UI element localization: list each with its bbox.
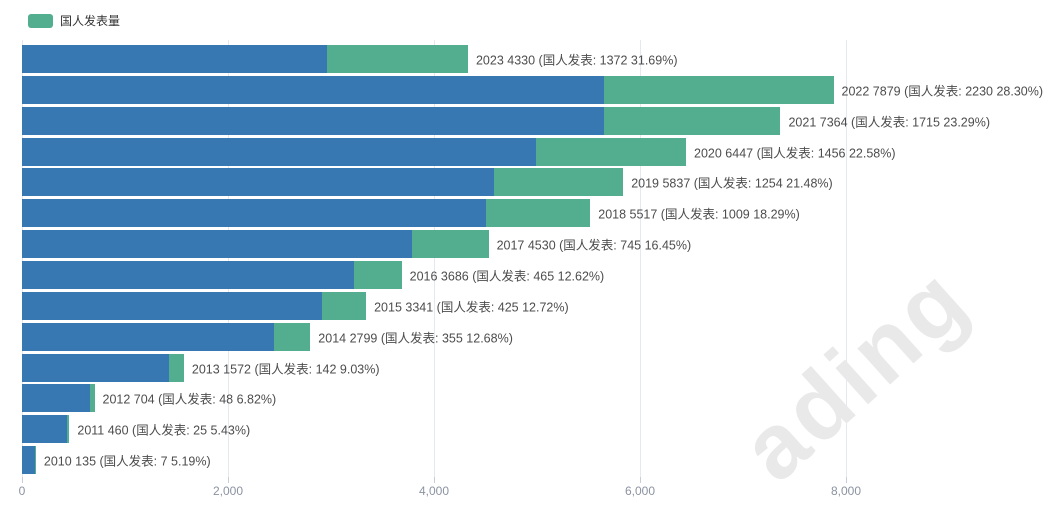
bar-segment-domestic[interactable]	[411, 230, 489, 259]
x-gridline	[22, 40, 23, 477]
bar-row: 2015 3341 (国人发表: 425 12.72%)	[22, 291, 1057, 320]
x-axis-tick	[640, 477, 641, 483]
x-axis-tick-label: 8,000	[830, 484, 862, 498]
bar-row: 2018 5517 (国人发表: 1009 18.29%)	[22, 199, 1057, 228]
bar-segment-domestic[interactable]	[603, 106, 781, 135]
bar-row: 2013 1572 (国人发表: 142 9.03%)	[22, 353, 1057, 382]
bar-segment-total[interactable]	[22, 106, 604, 135]
x-gridline	[640, 40, 641, 477]
bar-segment-total[interactable]	[22, 446, 36, 475]
bar-segment-total[interactable]	[22, 384, 90, 413]
bar-label: 2015 3341 (国人发表: 425 12.72%)	[374, 300, 569, 315]
x-gridline	[228, 40, 229, 477]
bar-row: 2017 4530 (国人发表: 745 16.45%)	[22, 230, 1057, 259]
x-axis-tick	[22, 477, 23, 483]
bar-segment-domestic[interactable]	[536, 137, 687, 166]
bar-segment-total[interactable]	[22, 322, 274, 351]
bar-segment-total[interactable]	[22, 75, 604, 104]
legend-swatch-icon	[28, 13, 53, 28]
x-axis-tick	[228, 477, 229, 483]
bar-row: 2021 7364 (国人发表: 1715 23.29%)	[22, 106, 1057, 135]
bar-row: 2011 460 (国人发表: 25 5.43%)	[22, 415, 1057, 444]
bar-segment-domestic[interactable]	[353, 261, 402, 290]
bar-segment-total[interactable]	[22, 261, 354, 290]
bar-segment-total[interactable]	[22, 45, 327, 73]
bar-segment-domestic[interactable]	[326, 45, 468, 73]
x-axis-tick-label: 4,000	[418, 484, 450, 498]
bar-row: 2022 7879 (国人发表: 2230 28.30%)	[22, 75, 1057, 104]
bar-label: 2021 7364 (国人发表: 1715 23.29%)	[788, 115, 990, 130]
x-axis-tick-label: 6,000	[624, 484, 656, 498]
bar-segment-domestic[interactable]	[66, 415, 70, 444]
legend-label: 国人发表量	[60, 14, 121, 28]
bar-label: 2014 2799 (国人发表: 355 12.68%)	[318, 331, 513, 346]
bar-segment-domestic[interactable]	[89, 384, 95, 413]
bar-label: 2011 460 (国人发表: 25 5.43%)	[77, 423, 251, 438]
bar-segment-domestic[interactable]	[603, 75, 834, 104]
bar-segment-total[interactable]	[22, 168, 495, 197]
bar-segment-total[interactable]	[22, 415, 67, 444]
bar-row: 2010 135 (国人发表: 7 5.19%)	[22, 446, 1057, 475]
bar-label: 2017 4530 (国人发表: 745 16.45%)	[496, 238, 692, 253]
x-axis-tick-label: 2,000	[212, 484, 244, 498]
bar-segment-total[interactable]	[22, 291, 323, 320]
bar-label: 2023 4330 (国人发表: 1372 31.69%)	[475, 53, 678, 68]
bar-segment-total[interactable]	[22, 230, 412, 259]
bar-label: 2022 7879 (国人发表: 2230 28.30%)	[841, 84, 1044, 99]
bar-row: 2020 6447 (国人发表: 1456 22.58%)	[22, 137, 1057, 166]
bar-row: 2016 3686 (国人发表: 465 12.62%)	[22, 261, 1057, 290]
bar-segment-total[interactable]	[22, 199, 487, 228]
bar-row: 2012 704 (国人发表: 48 6.82%)	[22, 384, 1057, 413]
x-axis-tick	[434, 477, 435, 483]
bar-label: 2016 3686 (国人发表: 465 12.62%)	[409, 269, 605, 284]
bar-row: 2014 2799 (国人发表: 355 12.68%)	[22, 322, 1057, 351]
bar-segment-domestic[interactable]	[322, 291, 367, 320]
bar-label: 2013 1572 (国人发表: 142 9.03%)	[191, 362, 380, 377]
bar-segment-domestic[interactable]	[273, 322, 311, 351]
x-axis-tick	[846, 477, 847, 483]
bar-row: 2019 5837 (国人发表: 1254 21.48%)	[22, 168, 1057, 197]
x-gridline	[846, 40, 847, 477]
bar-label: 2020 6447 (国人发表: 1456 22.58%)	[694, 146, 896, 161]
bar-segment-domestic[interactable]	[35, 446, 36, 475]
bar-segment-domestic[interactable]	[494, 168, 624, 197]
bar-label: 2019 5837 (国人发表: 1254 21.48%)	[631, 176, 833, 191]
bar-label: 2012 704 (国人发表: 48 6.82%)	[102, 392, 277, 407]
bar-segment-domestic[interactable]	[486, 199, 591, 228]
bar-segment-total[interactable]	[22, 353, 170, 382]
bar-label: 2018 5517 (国人发表: 1009 18.29%)	[598, 207, 800, 222]
legend-item-domestic[interactable]: 国人发表量	[28, 12, 120, 29]
bar-label: 2010 135 (国人发表: 7 5.19%)	[43, 454, 211, 469]
bar-row: 2023 4330 (国人发表: 1372 31.69%)	[22, 45, 1057, 73]
x-gridline	[434, 40, 435, 477]
bar-segment-domestic[interactable]	[169, 353, 184, 382]
x-axis-tick-label: 0	[18, 484, 26, 498]
bar-segment-total[interactable]	[22, 137, 537, 166]
